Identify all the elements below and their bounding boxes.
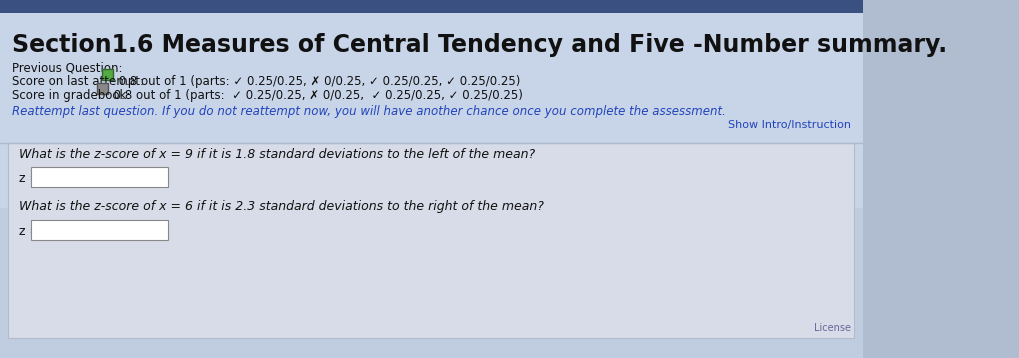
Text: License: License (814, 323, 851, 333)
Text: Show Intro/Instruction: Show Intro/Instruction (728, 120, 851, 130)
Text: Section1.6 Measures of Central Tendency and Five -Number summary.: Section1.6 Measures of Central Tendency … (12, 33, 947, 57)
FancyBboxPatch shape (0, 208, 863, 358)
Text: Score in gradebook:: Score in gradebook: (12, 89, 130, 102)
Text: 0.8 out of 1 (parts: ✓ 0.25/0.25, ✗ 0/0.25, ✓ 0.25/0.25, ✓ 0.25/0.25): 0.8 out of 1 (parts: ✓ 0.25/0.25, ✗ 0/0.… (115, 75, 521, 88)
Text: Previous Question:: Previous Question: (12, 61, 122, 74)
FancyBboxPatch shape (0, 0, 863, 13)
Text: What is the z-score of x = 6 if it is 2.3 standard deviations to the right of th: What is the z-score of x = 6 if it is 2.… (18, 200, 543, 213)
FancyBboxPatch shape (102, 69, 113, 80)
Text: z =: z = (18, 172, 40, 185)
Text: Score on last attempt:: Score on last attempt: (12, 75, 144, 88)
FancyBboxPatch shape (32, 220, 168, 240)
FancyBboxPatch shape (97, 83, 108, 94)
FancyBboxPatch shape (32, 167, 168, 187)
Text: 0.8 out of 1 (parts:  ✓ 0.25/0.25, ✗ 0/0.25,  ✓ 0.25/0.25, ✓ 0.25/0.25): 0.8 out of 1 (parts: ✓ 0.25/0.25, ✗ 0/0.… (110, 89, 523, 102)
Text: Reattempt last question. If you do not reattempt now, you will have another chan: Reattempt last question. If you do not r… (12, 105, 726, 118)
FancyBboxPatch shape (8, 143, 854, 338)
FancyBboxPatch shape (0, 0, 863, 208)
Text: z =: z = (18, 225, 40, 238)
Text: What is the z-score of x = 9 if it is 1.8 standard deviations to the left of the: What is the z-score of x = 9 if it is 1.… (18, 148, 535, 161)
